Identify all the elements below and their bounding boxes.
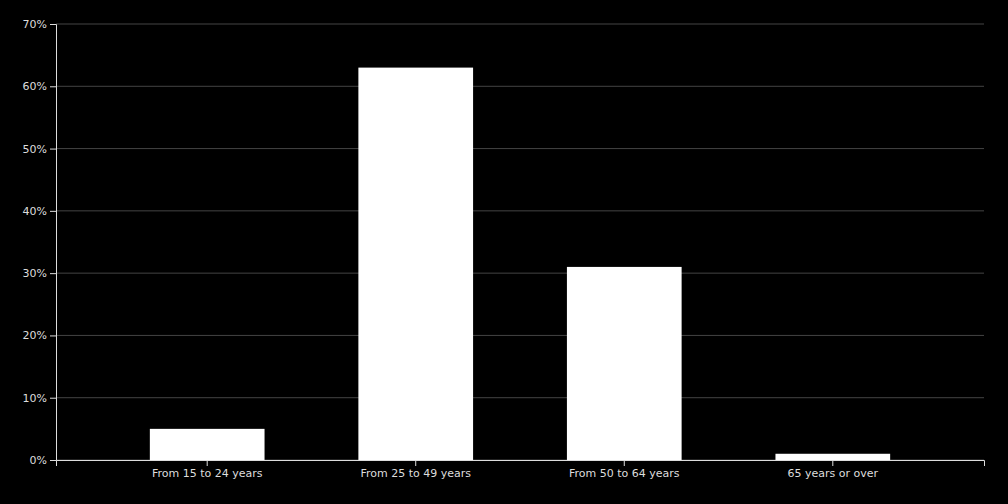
bar xyxy=(775,454,890,460)
x-tick-mark xyxy=(207,460,208,466)
y-tick-mark xyxy=(50,335,56,336)
x-tick-mark xyxy=(624,460,625,466)
y-tick: 20% xyxy=(23,329,56,342)
x-axis-line xyxy=(57,461,985,467)
plot-area: 0% 10% 20% 30% 40% 50% 60% 70% From 15 to 24 yea… xyxy=(23,18,985,480)
chart-container: 0% 10% 20% 30% 40% 50% 60% 70% From 15 to 24 yea… xyxy=(0,0,1008,504)
x-tick-mark xyxy=(415,460,416,466)
x-tick: From 50 to 64 years xyxy=(569,460,680,480)
grid-line xyxy=(56,335,984,336)
x-tick-label: From 15 to 24 years xyxy=(152,467,263,480)
y-tick: 0% xyxy=(30,454,56,467)
y-tick: 50% xyxy=(23,143,56,156)
x-tick: From 15 to 24 years xyxy=(152,460,263,480)
x-tick: 65 years or over xyxy=(788,460,879,480)
y-tick-label: 30% xyxy=(23,267,47,280)
grid-line xyxy=(56,24,984,25)
y-tick-label: 50% xyxy=(23,143,47,156)
y-tick: 10% xyxy=(23,392,56,405)
y-tick-label: 60% xyxy=(23,80,47,93)
y-axis: 0% 10% 20% 30% 40% 50% 60% 70% xyxy=(23,18,57,467)
x-tick-label: From 50 to 64 years xyxy=(569,467,680,480)
y-tick: 40% xyxy=(23,205,56,218)
bars xyxy=(150,68,890,460)
y-tick: 60% xyxy=(23,80,56,93)
x-axis: From 15 to 24 years From 25 to 49 years Fr… xyxy=(57,460,985,480)
y-tick-mark xyxy=(50,398,56,399)
y-tick: 30% xyxy=(23,267,56,280)
y-tick-label: 20% xyxy=(23,329,47,342)
y-tick-label: 10% xyxy=(23,392,47,405)
y-tick: 70% xyxy=(23,18,56,31)
y-tick-mark xyxy=(50,273,56,274)
grid-line xyxy=(56,148,984,149)
y-tick-mark xyxy=(50,211,56,212)
y-tick-mark xyxy=(50,86,56,87)
bar xyxy=(567,267,682,460)
y-tick-label: 70% xyxy=(23,18,47,31)
bar xyxy=(358,68,473,460)
grid-line xyxy=(56,86,984,87)
x-tick-label: 65 years or over xyxy=(788,467,879,480)
chart-svg: 0% 10% 20% 30% 40% 50% 60% 70% From 15 to 24 yea… xyxy=(0,0,1008,504)
x-tick: From 25 to 49 years xyxy=(360,460,471,480)
grid xyxy=(56,24,984,460)
y-tick-label: 40% xyxy=(23,205,47,218)
y-tick-mark xyxy=(50,149,56,150)
y-axis-line xyxy=(50,25,57,461)
grid-line xyxy=(56,273,984,274)
bar xyxy=(150,429,265,460)
y-tick-mark xyxy=(50,24,56,25)
x-tick-mark xyxy=(832,460,833,466)
x-tick-label: From 25 to 49 years xyxy=(360,467,471,480)
y-tick-mark xyxy=(50,460,56,461)
y-tick-label: 0% xyxy=(30,454,47,467)
grid-line xyxy=(56,210,984,211)
grid-line xyxy=(56,397,984,398)
